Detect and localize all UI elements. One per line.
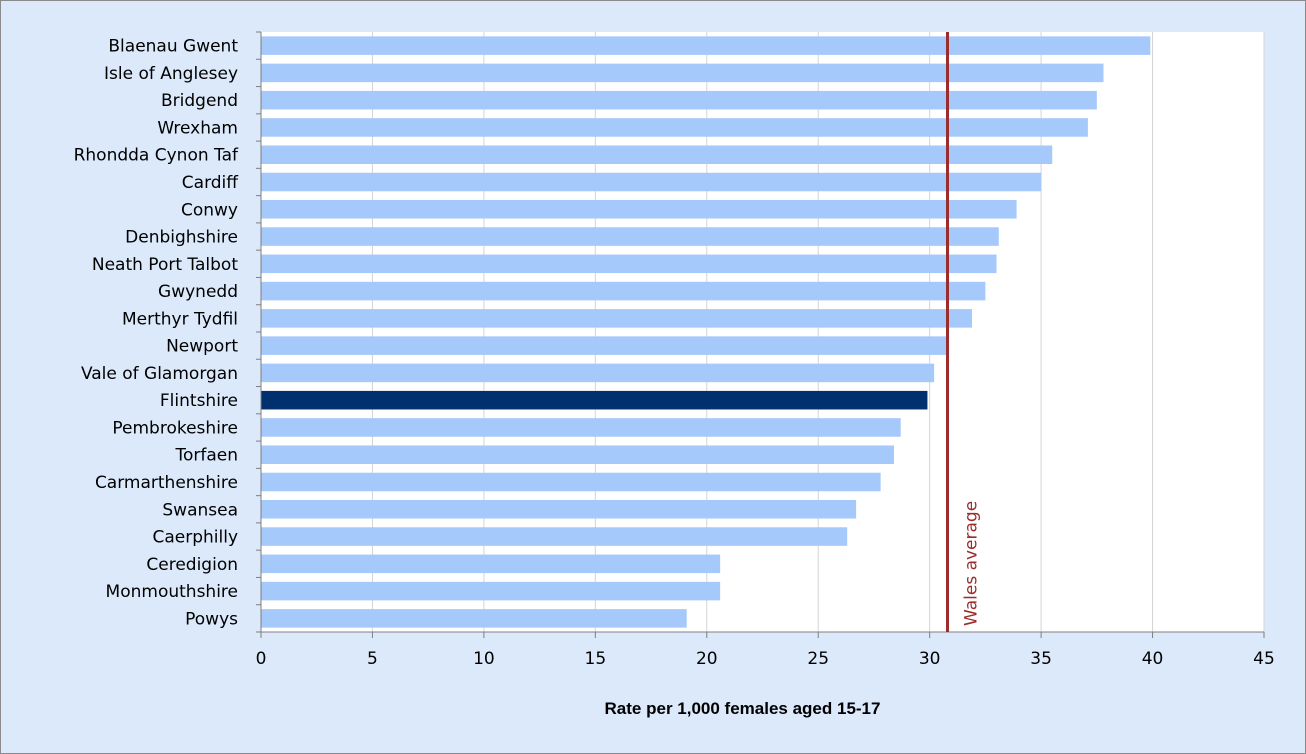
bar-swansea [261, 500, 857, 519]
category-label: Isle of Anglesey [104, 64, 238, 84]
category-label: Conwy [181, 200, 238, 220]
bar-pembrokeshire [261, 418, 901, 437]
bar-vale-of-glamorgan [261, 363, 935, 383]
x-tick-label: 35 [1030, 649, 1052, 669]
category-label: Blaenau Gwent [108, 37, 238, 57]
category-label: Newport [166, 337, 238, 357]
category-label: Neath Port Talbot [92, 255, 238, 275]
x-tick-label: 25 [807, 649, 829, 669]
y-axis: Blaenau Gwent Isle of Anglesey Bridgend Wre… [74, 31, 262, 633]
wales-average-label: Wales average [961, 501, 981, 626]
bar-monmouthshire [261, 581, 721, 601]
category-label: Denbighshire [125, 228, 238, 248]
category-label: Flintshire [160, 391, 238, 411]
bar-conwy [261, 200, 1017, 219]
bar-merthyr-tydfil [261, 309, 973, 328]
bar-caerphilly [261, 527, 848, 546]
category-label: Vale of Glamorgan [81, 364, 238, 384]
bar-flintshire [261, 390, 928, 410]
bar-gwynedd [261, 281, 986, 301]
bar-carmarthenshire [261, 472, 881, 492]
bar-cardiff [261, 172, 1042, 192]
bar-torfaen [261, 445, 895, 464]
category-label: Wrexham [157, 118, 238, 138]
category-label: Torfaen [174, 446, 238, 466]
bar-neath-port-talbot [261, 254, 997, 274]
category-label: Merthyr Tydfil [122, 309, 238, 329]
category-label: Carmarthenshire [95, 473, 238, 493]
category-label: Rhondda Cynon Taf [74, 146, 239, 166]
x-tick-label: 40 [1142, 649, 1164, 669]
reference-line-group: Wales average [945, 32, 981, 632]
x-tick-label: 5 [367, 649, 378, 669]
bar-rhondda-cynon-taf [261, 145, 1053, 164]
category-label: Swansea [162, 500, 238, 520]
category-label: Caerphilly [152, 528, 238, 548]
bar-ceredigion [261, 554, 721, 574]
bar-blaenau-gwent [261, 36, 1151, 55]
bar-isle-of-anglesey [261, 63, 1104, 83]
category-label: Pembrokeshire [112, 418, 238, 438]
bars [261, 36, 1151, 628]
category-label: Bridgend [161, 91, 238, 111]
bar-newport [261, 336, 948, 355]
x-tick-label: 30 [919, 649, 941, 669]
category-label: Powys [185, 609, 238, 629]
x-tick-label: 15 [585, 649, 607, 669]
bar-powys [261, 609, 687, 628]
category-label: Monmouthshire [106, 582, 238, 602]
x-tick-label: 0 [256, 649, 267, 669]
x-axis-label: Rate per 1,000 females aged 15-17 [605, 699, 881, 718]
bar-wrexham [261, 118, 1088, 137]
bar-denbighshire [261, 227, 999, 246]
x-axis: 0 5 10 15 20 25 30 35 40 45 [256, 631, 1275, 669]
bar-bridgend [261, 90, 1097, 110]
category-label: Gwynedd [158, 282, 238, 302]
x-tick-label: 20 [696, 649, 718, 669]
x-tick-label: 45 [1253, 649, 1275, 669]
category-label: Ceredigion [146, 555, 238, 575]
x-tick-label: 10 [473, 649, 495, 669]
category-label: Cardiff [182, 173, 239, 193]
